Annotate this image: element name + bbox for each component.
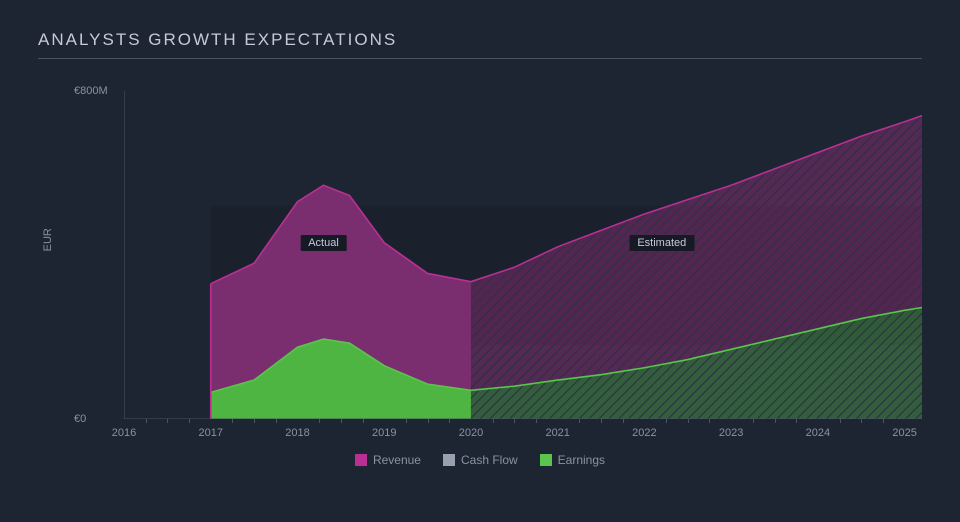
x-minor-tick	[861, 419, 862, 423]
x-minor-tick	[254, 419, 255, 423]
x-minor-tick	[883, 419, 884, 423]
legend-label: Earnings	[558, 453, 605, 467]
x-minor-tick	[840, 419, 841, 423]
plot-wrap: EUR €0€800M Actual Estimated 20162017201…	[66, 67, 922, 447]
y-axis-label: EUR	[42, 228, 54, 251]
legend-item-revenue[interactable]: Revenue	[355, 453, 421, 467]
x-minor-tick	[666, 419, 667, 423]
x-minor-tick	[514, 419, 515, 423]
x-minor-tick	[232, 419, 233, 423]
x-tick: 2023	[719, 427, 743, 439]
x-tick: 2020	[459, 427, 483, 439]
y-tick: €800M	[74, 85, 108, 97]
x-minor-tick	[363, 419, 364, 423]
title-rule	[38, 58, 922, 59]
legend-label: Cash Flow	[461, 453, 518, 467]
legend: Revenue Cash Flow Earnings	[38, 453, 922, 467]
x-minor-tick	[146, 419, 147, 423]
legend-item-earnings[interactable]: Earnings	[540, 453, 605, 467]
growth-expectations-chart: ANALYSTS GROWTH EXPECTATIONS EUR €0 €800M…	[0, 0, 960, 522]
x-minor-tick	[579, 419, 580, 423]
x-minor-tick	[189, 419, 190, 423]
legend-label: Revenue	[373, 453, 421, 467]
legend-item-cashflow[interactable]: Cash Flow	[443, 453, 518, 467]
x-minor-tick	[536, 419, 537, 423]
annotation-actual: Actual	[300, 235, 347, 251]
x-minor-tick	[688, 419, 689, 423]
legend-swatch	[540, 454, 552, 466]
x-tick: 2016	[112, 427, 136, 439]
x-tick: 2019	[372, 427, 396, 439]
x-minor-tick	[406, 419, 407, 423]
x-minor-tick	[623, 419, 624, 423]
x-tick: 2021	[545, 427, 569, 439]
x-minor-tick	[449, 419, 450, 423]
plot-area: Actual Estimated	[124, 91, 922, 419]
x-tick: 2017	[198, 427, 222, 439]
legend-swatch	[443, 454, 455, 466]
x-minor-tick	[167, 419, 168, 423]
annotation-estimated: Estimated	[629, 235, 694, 251]
x-tick: 2025	[892, 427, 916, 439]
x-tick: 2024	[806, 427, 830, 439]
x-minor-tick	[493, 419, 494, 423]
x-minor-tick	[276, 419, 277, 423]
x-axis: 2016201720182019202020212022202320242025	[124, 419, 922, 447]
x-minor-tick	[601, 419, 602, 423]
legend-swatch	[355, 454, 367, 466]
x-minor-tick	[709, 419, 710, 423]
x-minor-tick	[775, 419, 776, 423]
chart-svg	[124, 91, 922, 419]
y-tick: €0	[74, 413, 86, 425]
x-minor-tick	[753, 419, 754, 423]
x-minor-tick	[341, 419, 342, 423]
x-minor-tick	[428, 419, 429, 423]
x-minor-tick	[319, 419, 320, 423]
x-minor-tick	[796, 419, 797, 423]
x-tick: 2018	[285, 427, 309, 439]
x-tick: 2022	[632, 427, 656, 439]
chart-title: ANALYSTS GROWTH EXPECTATIONS	[38, 30, 922, 58]
